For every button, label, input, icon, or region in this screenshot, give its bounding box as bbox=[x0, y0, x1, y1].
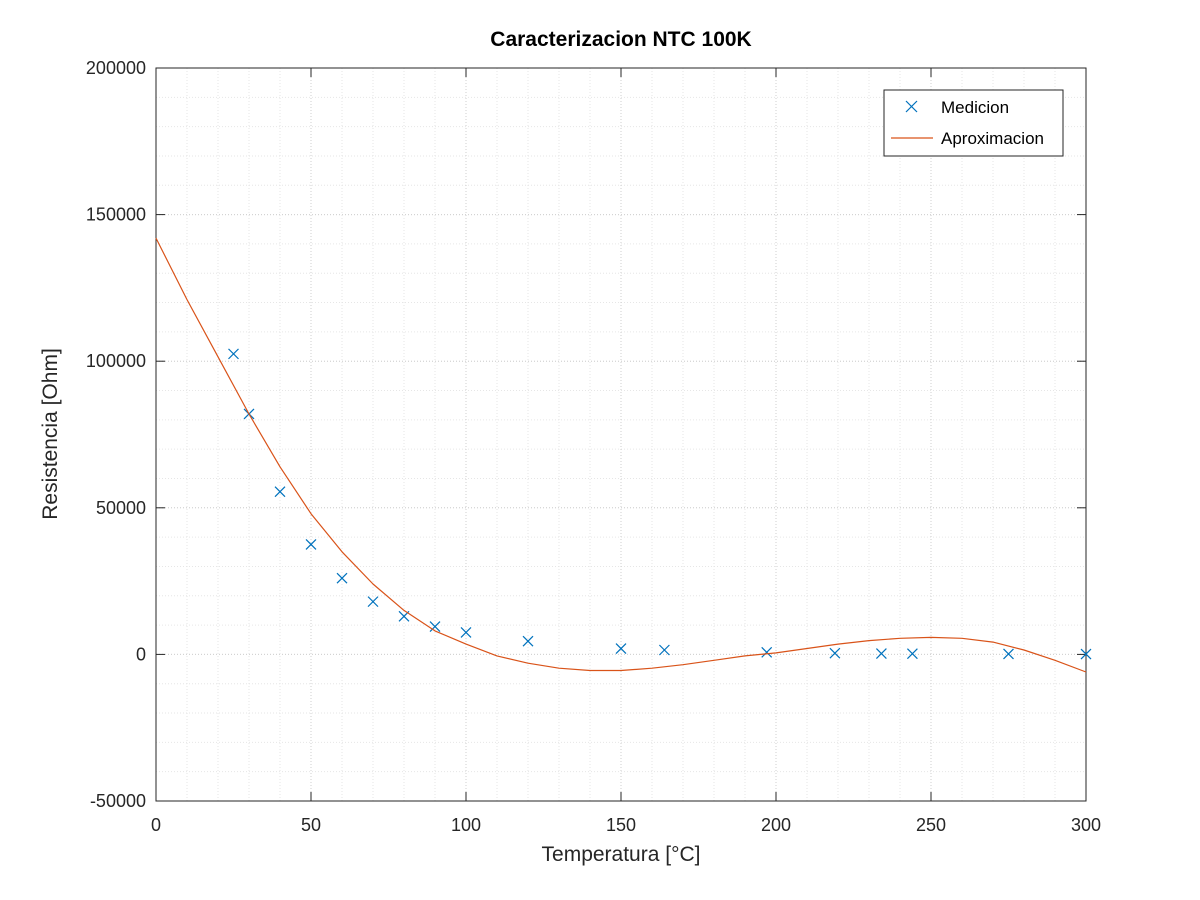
x-tick-label: 50 bbox=[301, 815, 321, 835]
data-point-medicion bbox=[875, 648, 887, 659]
legend-box bbox=[883, 89, 1064, 157]
data-point-medicion bbox=[615, 643, 627, 654]
data-point-stroke bbox=[367, 596, 379, 608]
y-tick-label: 50000 bbox=[96, 498, 146, 518]
y-tick-label: 0 bbox=[136, 644, 146, 664]
data-point-medicion bbox=[522, 635, 534, 647]
data-point-stroke bbox=[228, 348, 239, 360]
data-point-medicion bbox=[460, 626, 472, 638]
data-point-stroke bbox=[875, 648, 887, 659]
data-point-stroke bbox=[1003, 648, 1014, 660]
data-point-medicion bbox=[906, 648, 918, 660]
y-tick-label: -50000 bbox=[90, 791, 146, 811]
x-tick-label: 150 bbox=[606, 815, 636, 835]
data-point-medicion bbox=[658, 644, 670, 656]
y-axis-label: Resistencia [Ohm] bbox=[39, 348, 62, 520]
data-point-medicion bbox=[761, 646, 773, 658]
data-point-medicion bbox=[305, 539, 317, 550]
x-tick-label: 250 bbox=[916, 815, 946, 835]
data-point-stroke bbox=[829, 647, 841, 659]
data-point-stroke bbox=[305, 539, 317, 550]
y-tick-label: 200000 bbox=[86, 58, 146, 78]
data-point-medicion bbox=[1080, 648, 1092, 660]
data-point-medicion bbox=[336, 572, 348, 584]
data-point-stroke bbox=[522, 635, 534, 647]
y-tick-label: 100000 bbox=[86, 351, 146, 371]
legend-label-medicion: Medicion bbox=[941, 98, 1009, 117]
data-point-stroke bbox=[761, 646, 773, 658]
data-point-stroke bbox=[274, 486, 286, 498]
x-axis-label: Temperatura [°C] bbox=[542, 843, 701, 866]
data-point-medicion bbox=[228, 348, 239, 360]
data-point-stroke bbox=[906, 648, 918, 660]
data-point-stroke bbox=[1080, 648, 1092, 660]
data-point-medicion bbox=[367, 596, 379, 608]
data-point-stroke bbox=[460, 626, 472, 638]
data-point-stroke bbox=[429, 621, 441, 632]
tick-marks bbox=[155, 67, 1087, 802]
series-line-aproximacion bbox=[155, 237, 1087, 673]
legend-marker-medicion bbox=[905, 100, 918, 113]
data-point-stroke bbox=[615, 643, 627, 654]
data-point-stroke bbox=[658, 644, 670, 656]
x-tick-label: 300 bbox=[1071, 815, 1101, 835]
data-point-medicion bbox=[274, 486, 286, 498]
data-point-medicion bbox=[829, 647, 841, 659]
legend-label-aproximacion: Aproximacion bbox=[941, 129, 1044, 148]
chart-title: Caracterizacion NTC 100K bbox=[490, 28, 751, 51]
y-tick-label: 150000 bbox=[86, 205, 146, 225]
legend: Medicion Aproximacion bbox=[883, 89, 1064, 157]
x-tick-label: 0 bbox=[151, 815, 161, 835]
series-layer bbox=[155, 237, 1092, 673]
data-point-medicion bbox=[1003, 648, 1014, 660]
data-point-medicion bbox=[429, 621, 441, 632]
data-point-stroke bbox=[336, 572, 348, 584]
x-tick-labels: 0 50 100 150 200 250 300 bbox=[151, 815, 1101, 835]
x-tick-label: 200 bbox=[761, 815, 791, 835]
x-tick-label: 100 bbox=[451, 815, 481, 835]
y-tick-labels: -50000 0 50000 100000 150000 200000 bbox=[86, 58, 146, 811]
